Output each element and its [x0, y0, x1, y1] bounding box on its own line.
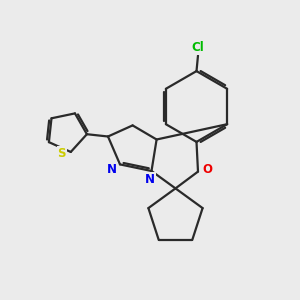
Text: S: S: [58, 147, 66, 160]
Text: O: O: [202, 163, 212, 176]
Text: N: N: [106, 163, 117, 176]
Text: Cl: Cl: [192, 40, 204, 54]
Text: N: N: [145, 173, 155, 186]
